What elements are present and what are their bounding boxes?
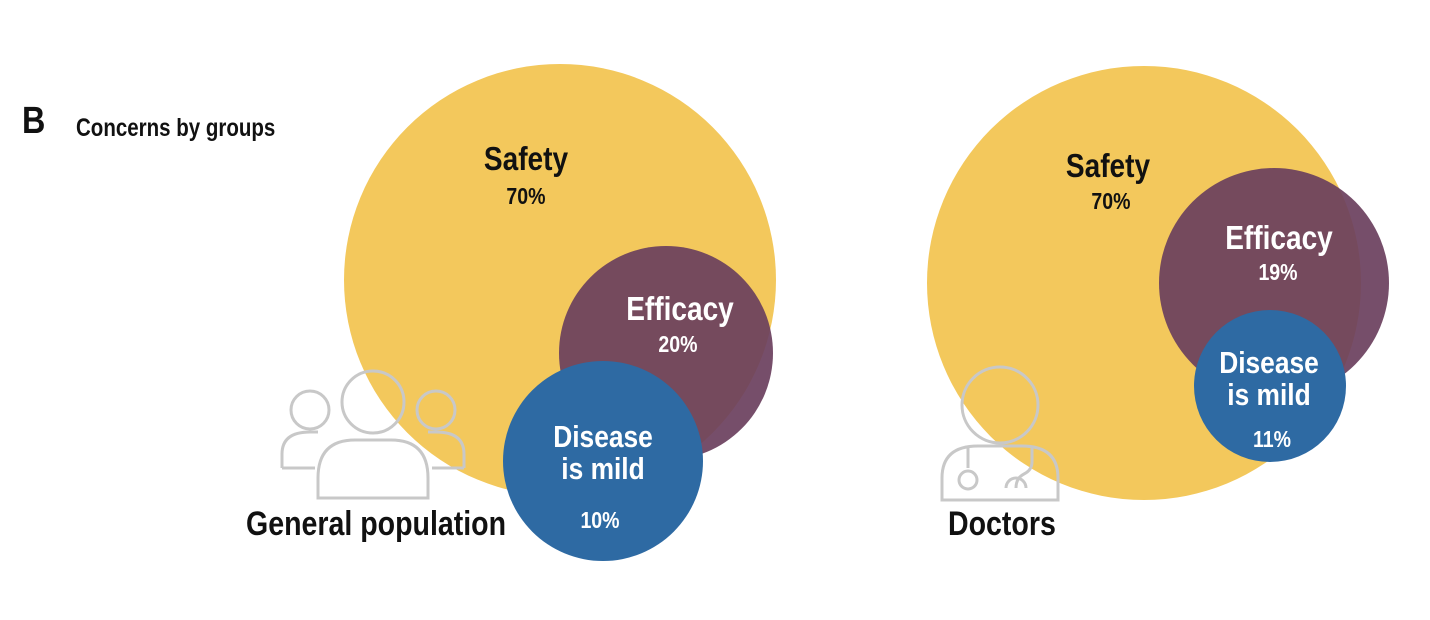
venn-general-population: Safety 70% Efficacy 20% Disease is mild …	[246, 64, 776, 561]
disease-is-mild-circle	[1194, 310, 1346, 462]
efficacy-value: 19%	[1258, 260, 1297, 286]
efficacy-label: Efficacy	[626, 291, 734, 328]
people-group-icon	[280, 369, 466, 500]
disease-label-line2: is mild	[1227, 378, 1310, 412]
safety-value: 70%	[1091, 189, 1130, 215]
efficacy-value: 20%	[658, 332, 697, 358]
venn-doctors: Safety 70% Efficacy 19% Disease is mild …	[927, 66, 1389, 543]
safety-label: Safety	[1066, 148, 1150, 185]
disease-label-line1: Disease	[553, 420, 653, 454]
disease-label-line1: Disease	[1219, 346, 1319, 380]
disease-value: 11%	[1253, 427, 1291, 453]
disease-label-line2: is mild	[561, 452, 644, 486]
safety-label: Safety	[484, 141, 568, 178]
doctor-stethoscope-icon	[940, 365, 1060, 502]
disease-value: 10%	[580, 508, 619, 534]
disease-is-mild-circle	[503, 361, 703, 561]
figure-title: Concerns by groups	[76, 114, 276, 142]
group-name: General population	[246, 505, 506, 543]
panel-label: B	[22, 100, 46, 142]
group-name: Doctors	[948, 505, 1056, 543]
safety-value: 70%	[506, 184, 545, 210]
efficacy-label: Efficacy	[1225, 220, 1333, 257]
